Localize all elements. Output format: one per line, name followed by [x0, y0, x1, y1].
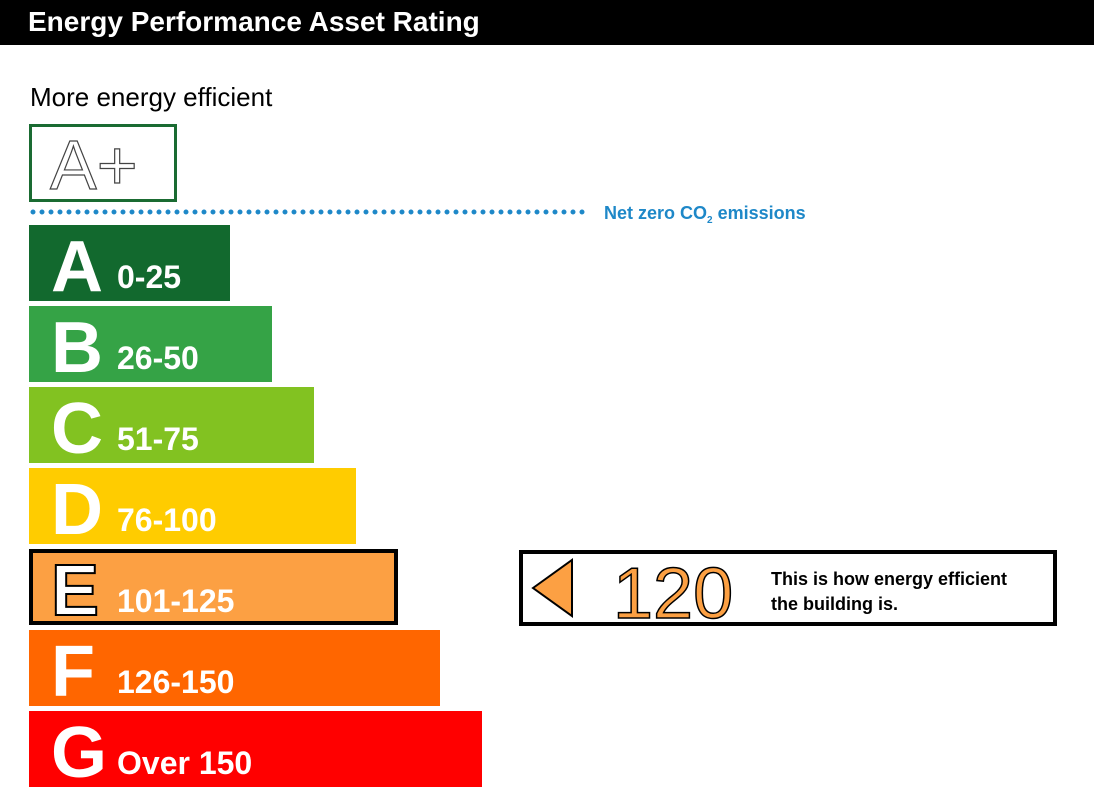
header-bar: Energy Performance Asset Rating	[0, 0, 1094, 45]
rating-description-line1: This is how energy efficient	[771, 569, 1008, 589]
aplus-graphic: A+	[49, 127, 138, 199]
band-a: A 0-25	[29, 225, 230, 307]
band-d: D 76-100	[29, 468, 356, 550]
band-c: C 51-75	[29, 387, 314, 469]
band-range-label: 126-150	[117, 664, 234, 700]
current-rating-graphic: 120	[531, 554, 734, 622]
net-zero-label: Net zero CO2 emissions	[604, 202, 806, 232]
net-zero-subscript: 2	[707, 215, 713, 226]
band-b-graphic: B 26-50	[51, 308, 199, 388]
rating-value: 120	[613, 554, 733, 622]
band-letter: C	[51, 389, 103, 469]
band-d-graphic: D 76-100	[51, 470, 217, 550]
rating-description: This is how energy efficient the buildin…	[771, 567, 1051, 617]
band-c-graphic: C 51-75	[51, 389, 199, 469]
band-letter: B	[51, 308, 103, 388]
band-b: B 26-50	[29, 306, 272, 388]
band-range-label: Over 150	[117, 745, 252, 781]
band-e: E 101-125	[29, 549, 398, 632]
band-letter: E	[51, 551, 99, 631]
aplus-label: A+	[50, 127, 138, 199]
page-title: Energy Performance Asset Rating	[28, 6, 480, 37]
band-g: G Over 150	[29, 711, 482, 787]
band-e-graphic: E 101-125	[50, 550, 234, 632]
band-a-graphic: A 0-25	[51, 227, 181, 307]
band-g-graphic: G Over 150	[51, 713, 252, 787]
band-f-graphic: F 126-150	[51, 632, 234, 712]
band-letter: D	[51, 470, 103, 550]
band-f: F 126-150	[29, 630, 440, 712]
net-zero-prefix: Net zero CO	[604, 203, 708, 223]
rating-description-line2: the building is.	[771, 594, 898, 614]
band-range-label: 76-100	[117, 502, 217, 538]
band-range-label: 51-75	[117, 421, 199, 457]
current-rating-box: 120 This is how energy efficient the bui…	[519, 550, 1057, 626]
more-efficient-label: More energy efficient	[30, 82, 273, 112]
band-letter: G	[51, 713, 107, 787]
band-range-label: 26-50	[117, 340, 199, 376]
band-range-label: 101-125	[117, 583, 234, 619]
band-range-label: 0-25	[117, 259, 181, 295]
net-zero-suffix: emissions	[712, 203, 806, 223]
rating-pointer-arrow	[531, 558, 573, 618]
net-zero-dotted-line	[30, 209, 590, 215]
aplus-band: A+	[29, 124, 177, 202]
band-letter: A	[51, 227, 103, 307]
band-letter: F	[51, 632, 95, 712]
